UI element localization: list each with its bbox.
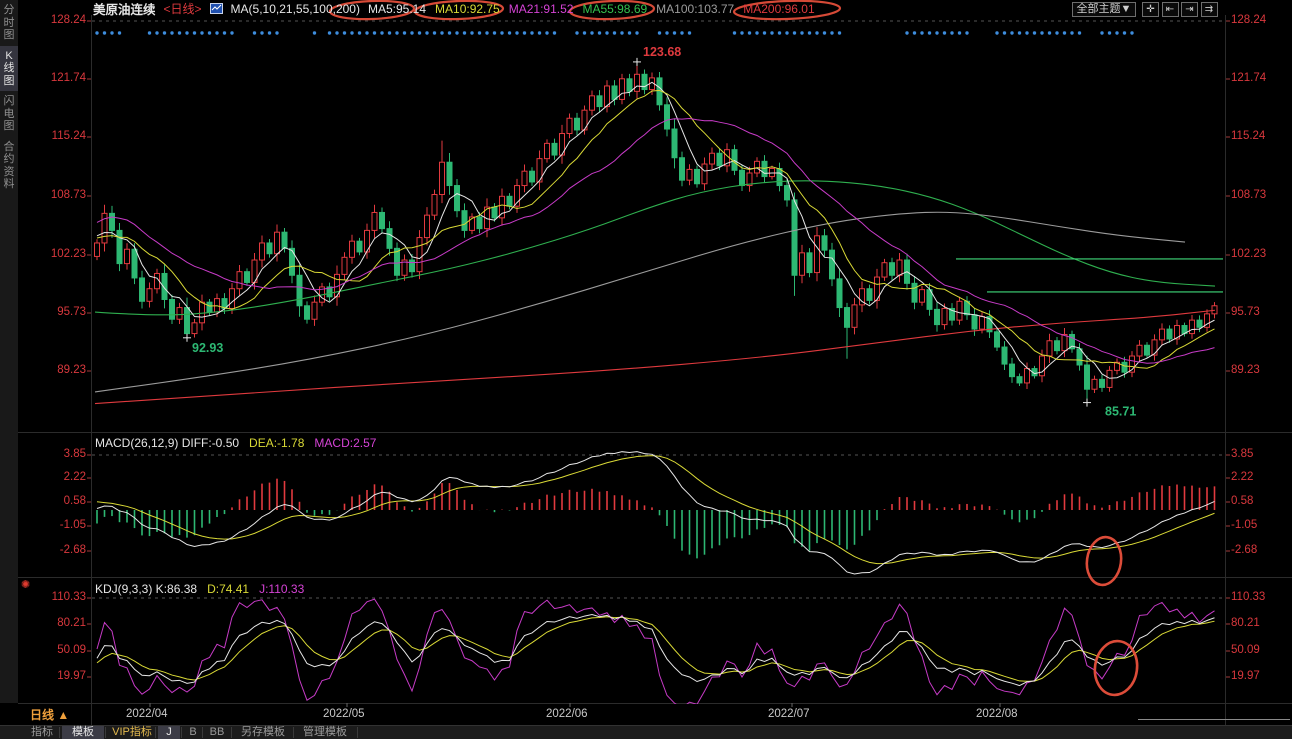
sidebar-item-4[interactable]: 合 约 资 料 [3, 140, 15, 191]
kdj-axis-label-left: 80.21 [57, 617, 86, 629]
ma-value-5: MA100:103.77 [656, 1, 735, 16]
kdj-axis-label-left: 110.33 [51, 591, 86, 603]
macd-axis-label-left: 0.58 [63, 495, 86, 507]
macd-header-part-2: DEA:-1.78 [249, 436, 305, 450]
macd-axis-label-right: -1.05 [1231, 519, 1258, 531]
price-axis-label-left: 102.23 [50, 248, 86, 260]
ma-values-group: MA5:95.14 MA10:92.75 MA21:91.52 MA55:98.69 M… [368, 2, 815, 16]
date-label-3: 2022/06 [546, 708, 588, 720]
ma-value-1: MA5:95.14 [367, 1, 427, 16]
toolbar-separator [181, 727, 182, 738]
kdj-axis-label-left: 50.09 [57, 644, 86, 656]
macd-axis-label-left: 3.85 [63, 448, 86, 460]
price-axis-label-right: 89.23 [1231, 364, 1260, 376]
ma-value-3: MA21:91.52 [508, 1, 574, 16]
toolbar-separator [231, 727, 232, 738]
left-sidebar: 分 时 图 K 线 图闪 电 图合 约 资 料 [0, 0, 18, 703]
bottom-toolbar: 指标 模板 VIP指标 J B BB 另存模板 管理模板 [0, 725, 1292, 739]
theme-selector-dropdown[interactable]: 全部主题▼ [1072, 2, 1136, 17]
svg-text:85.71: 85.71 [1105, 405, 1136, 419]
pane-shift-icon[interactable]: ⇉ [1200, 2, 1218, 17]
svg-text:123.68: 123.68 [643, 45, 681, 59]
price-axis-label-right: 108.73 [1231, 189, 1267, 201]
price-axis-label-left: 108.73 [50, 189, 86, 201]
price-axis-label-right: 115.24 [1231, 130, 1266, 142]
toolbar-separator [293, 727, 294, 738]
kdj-axis-label-right: 80.21 [1231, 617, 1260, 629]
price-axis-label-right: 95.73 [1231, 306, 1260, 318]
h-scrollbar[interactable] [1138, 719, 1290, 720]
kdj-header-part-1: KDJ(9,3,3) K:86.38 [95, 582, 198, 596]
macd-axis-label-right: 2.22 [1231, 471, 1254, 483]
macd-axis-label-left: -1.05 [59, 519, 86, 531]
ma-settings-label: MA(5,10,21,55,100,200) [230, 1, 360, 16]
sidebar-item-1[interactable]: 分 时 图 [3, 4, 15, 41]
toolbar-separator [357, 727, 358, 738]
price-axis-label-left: 121.74 [50, 72, 86, 84]
axis-right-icon[interactable]: ⇥ [1181, 2, 1198, 17]
sidebar-item-3[interactable]: 闪 电 图 [3, 95, 15, 132]
kdj-header-part-2: D:74.41 [207, 582, 250, 596]
toolbar-item-7[interactable]: 另存模板 [241, 726, 285, 738]
ma-value-6: MA200:96.01 [743, 1, 815, 16]
toolbar-separator [59, 727, 60, 738]
toolbar-separator [155, 727, 156, 738]
macd-indicator-header[interactable]: MACD(26,12,9) DIFF:-0.50 DEA:-1.78 MACD:2.… [95, 436, 376, 450]
toolbar-item-4[interactable]: J [158, 726, 180, 739]
chart-type-icon [209, 3, 223, 14]
price-axis-label-right: 102.23 [1231, 248, 1267, 260]
toolbar-separator [105, 727, 106, 738]
kdj-axis-label-right: 110.33 [1231, 591, 1266, 603]
period-tag[interactable]: <日线> [163, 2, 202, 16]
toolbar-item-5[interactable]: B [189, 726, 197, 738]
toolbar-item-3[interactable]: VIP指标 [112, 726, 152, 738]
price-axis-label-right: 128.24 [1231, 14, 1267, 26]
date-label-2: 2022/05 [323, 708, 365, 720]
price-axis-label-left: 115.24 [51, 130, 86, 142]
macd-axis-label-left: -2.68 [59, 544, 86, 556]
svg-text:92.93: 92.93 [192, 341, 223, 355]
date-label-1: 2022/04 [126, 708, 168, 720]
toolbar-item-8[interactable]: 管理模板 [303, 726, 347, 738]
price-axis-label-left: 128.24 [50, 14, 86, 26]
crosshair-icon[interactable]: ✛ [1142, 2, 1159, 17]
kdj-indicator-header[interactable]: KDJ(9,3,3) K:86.38 D:74.41 J:110.33 [95, 582, 304, 596]
macd-header-part-1: MACD(26,12,9) DIFF:-0.50 [95, 436, 240, 450]
ma-value-4: MA55:98.69 [582, 1, 648, 16]
macd-axis-label-right: 3.85 [1231, 448, 1254, 460]
macd-axis-label-right: -2.68 [1231, 544, 1258, 556]
macd-header-part-3: MACD:2.57 [314, 436, 377, 450]
symbol-name[interactable]: 美原油连续 [93, 3, 156, 17]
axis-left-icon[interactable]: ⇤ [1161, 2, 1179, 17]
price-axis-label-left: 95.73 [57, 306, 86, 318]
alert-icon[interactable]: ✺ [21, 579, 31, 591]
toolbar-separator [202, 727, 203, 738]
ma-value-2: MA10:92.75 [435, 1, 500, 16]
date-label-5: 2022/08 [976, 708, 1018, 720]
macd-axis-label-right: 0.58 [1231, 495, 1254, 507]
period-selector[interactable]: 日线 ▲ [30, 708, 70, 722]
price-axis-label-right: 121.74 [1231, 72, 1267, 84]
kdj-axis-label-left: 19.97 [57, 670, 86, 682]
chart-header: 美原油连续 <日线> MA(5,10,21,55,100,200) MA5:95… [93, 1, 815, 18]
date-label-4: 2022/07 [768, 708, 810, 720]
kdj-axis-label-right: 50.09 [1231, 644, 1260, 656]
price-axis-label-left: 89.23 [57, 364, 86, 376]
toolbar-item-1[interactable]: 指标 [31, 726, 53, 738]
kdj-axis-label-right: 19.97 [1231, 670, 1260, 682]
toolbar-item-6[interactable]: BB [209, 726, 225, 738]
macd-axis-label-left: 2.22 [63, 471, 86, 483]
sidebar-item-2[interactable]: K 线 图 [0, 45, 18, 91]
toolbar-item-2[interactable]: 模板 [62, 726, 104, 739]
kdj-header-part-3: J:110.33 [259, 582, 305, 596]
